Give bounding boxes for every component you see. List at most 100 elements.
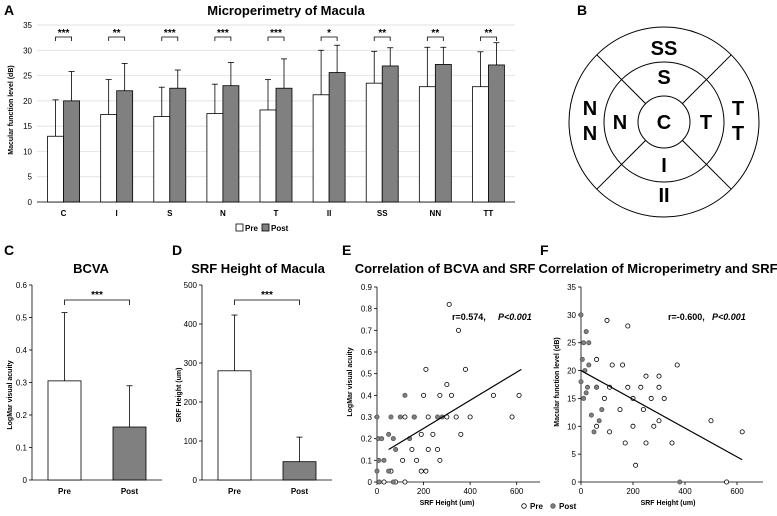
y-tick-label-a: 15 xyxy=(23,122,32,131)
x-tick-label-a: TT xyxy=(484,209,494,218)
bar-post-ss xyxy=(381,65,399,203)
point-pre-e xyxy=(425,446,431,452)
point-post-e xyxy=(397,414,403,420)
bar-pre-nn xyxy=(418,86,436,203)
middle-ring xyxy=(603,61,725,183)
y-tick-label-e: 0.9 xyxy=(361,283,373,292)
point-post-e xyxy=(390,479,396,485)
point-pre-f xyxy=(651,423,657,429)
point-pre-e xyxy=(430,431,436,437)
x-tick-label-f: 200 xyxy=(626,487,640,496)
point-pre-f xyxy=(643,373,649,379)
y-tick-label-c: 0.4 xyxy=(16,346,28,355)
x-tick-label-a: SS xyxy=(377,209,388,218)
significance-bracket-a xyxy=(214,36,232,41)
point-pre-f xyxy=(724,479,730,485)
y-tick-label-e: 0.7 xyxy=(361,326,373,335)
point-pre-f xyxy=(648,395,654,401)
plot-d: 0 100 200 300 400 500 Pre Post *** xyxy=(184,281,332,496)
plot-f: 0 5 10 15 20 25 30 35 0 200 400 600 xyxy=(567,283,763,496)
annotation-p-f: P<0.001 xyxy=(712,312,746,322)
region-n: N xyxy=(613,112,627,134)
chart-title-c: BCVA xyxy=(73,261,109,276)
point-post-f xyxy=(581,340,587,346)
point-pre-e xyxy=(455,327,461,333)
x-tick-label-a: II xyxy=(327,209,331,218)
region-t-outer-2: T xyxy=(732,123,744,145)
significance-bracket-a xyxy=(267,36,285,41)
panel-f: F Correlation of Microperimetry and SRF … xyxy=(538,242,777,507)
y-tick-label-c: 0.6 xyxy=(16,281,28,290)
chart-title-a: Microperimetry of Macula xyxy=(207,3,365,18)
bar-pre-ii xyxy=(312,94,330,203)
point-pre-e xyxy=(490,392,496,398)
point-post-f xyxy=(586,340,592,346)
x-axis-label-f: SRF Height (um) xyxy=(641,500,696,507)
point-pre-e xyxy=(425,414,431,420)
point-pre-e xyxy=(509,414,515,420)
legend-swatch-pre xyxy=(235,223,244,232)
point-post-e xyxy=(386,431,392,437)
y-tick-label-c: 0.1 xyxy=(16,444,28,453)
significance-bracket-d xyxy=(234,299,300,305)
legend-swatch-post xyxy=(261,223,270,232)
bar-post-d xyxy=(282,461,317,481)
region-t-outer-1: T xyxy=(732,98,744,120)
y-tick-label-e: 0.6 xyxy=(361,348,373,357)
point-pre-e xyxy=(400,457,406,463)
significance-label-a: * xyxy=(327,28,331,39)
point-pre-e xyxy=(444,381,450,387)
panel-letter-c: C xyxy=(4,242,14,258)
point-pre-f xyxy=(708,418,714,424)
panel-e: E Correlation of BCVA and SRF LogMar vis… xyxy=(342,242,577,511)
significance-bracket-a xyxy=(480,36,497,41)
significance-label-a: ** xyxy=(378,28,386,39)
divider-sw xyxy=(596,140,646,190)
panel-b-diagram: B SS S N N N C T T T I II xyxy=(568,2,760,218)
legend-label-post: Post xyxy=(271,224,289,233)
point-post-e xyxy=(374,468,380,474)
point-pre-e xyxy=(409,446,415,452)
bar-pre-ss xyxy=(365,82,383,203)
point-pre-f xyxy=(622,440,628,446)
annotation-r-e: r=0.574, xyxy=(452,312,486,322)
point-post-e xyxy=(393,446,399,452)
point-pre-f xyxy=(739,429,745,435)
point-pre-e xyxy=(421,392,427,398)
x-tick-label-d: Post xyxy=(291,487,309,496)
point-post-f xyxy=(599,407,605,413)
point-pre-e xyxy=(458,431,464,437)
point-pre-f xyxy=(620,362,626,368)
panel-d: D SRF Height of Macula SRF Height (um) 0… xyxy=(172,242,332,496)
legend-marker-pre xyxy=(521,503,527,509)
y-tick-label-e: 0.8 xyxy=(361,305,373,314)
region-ii: II xyxy=(658,185,669,207)
point-pre-f xyxy=(601,395,607,401)
point-pre-f xyxy=(633,462,639,468)
y-tick-label-c: 0.3 xyxy=(16,379,28,388)
x-tick-label-f: 0 xyxy=(579,487,584,496)
plot-c: 0 0.1 0.2 0.3 0.4 0.5 0.6 Pre Post *** xyxy=(16,281,162,496)
point-pre-f xyxy=(643,440,649,446)
y-tick-label-e: 0.5 xyxy=(361,370,373,379)
region-s: S xyxy=(657,67,670,89)
point-post-f xyxy=(583,390,589,396)
point-post-f xyxy=(594,384,600,390)
point-pre-e xyxy=(414,457,420,463)
x-tick-label-f: 400 xyxy=(678,487,692,496)
bar-pre-c xyxy=(47,135,64,203)
inner-ring xyxy=(637,95,691,149)
x-tick-label-f: 600 xyxy=(730,487,744,496)
y-tick-label-a: 0 xyxy=(28,198,33,207)
divider-ne xyxy=(682,54,732,104)
plot-e: 0 0.1 0.2 0.3 0.4 0.5 0.6 0.7 0.8 0.9 0 200 400 600 xyxy=(361,283,540,496)
legend-label-pre: Pre xyxy=(245,224,258,233)
point-pre-f xyxy=(630,423,636,429)
x-tick-label-c: Post xyxy=(121,487,139,496)
region-i: I xyxy=(661,155,667,177)
panel-letter-d: D xyxy=(172,242,182,258)
bar-post-c xyxy=(63,100,80,203)
region-n-outer-2: N xyxy=(583,123,597,145)
y-tick-label-a: 25 xyxy=(23,72,32,81)
y-tick-label-e: 0.1 xyxy=(361,456,373,465)
